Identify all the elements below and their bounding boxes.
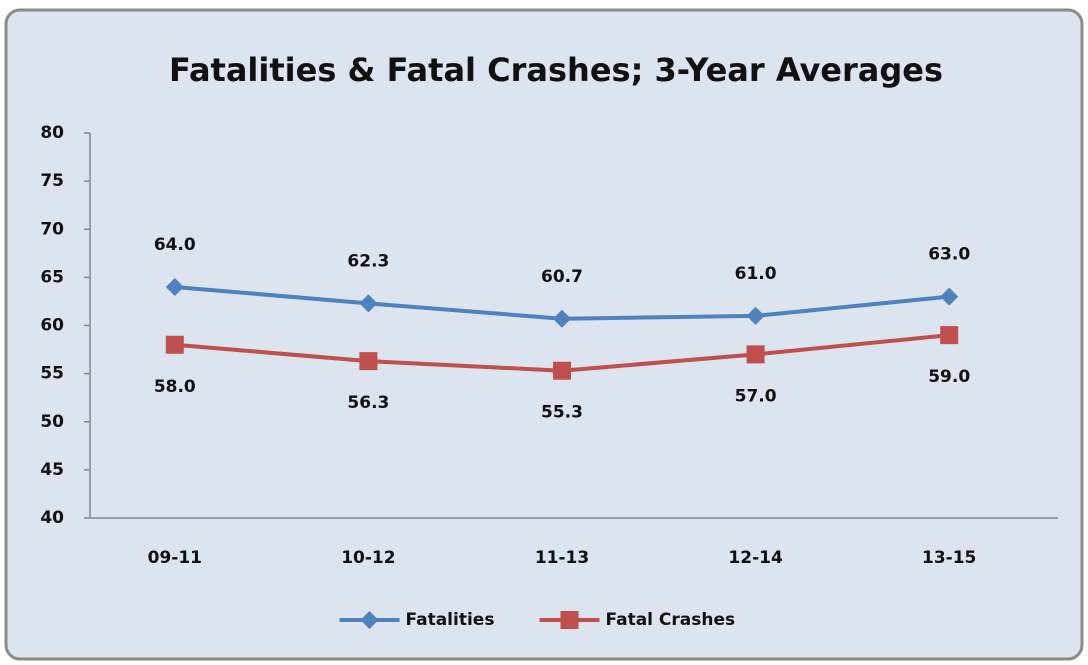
data-point — [359, 352, 378, 371]
y-tick-label: 60 — [40, 316, 64, 336]
y-tick-label: 55 — [40, 364, 64, 384]
x-tick-label: 12-14 — [728, 548, 783, 568]
y-tick-label: 50 — [40, 412, 64, 432]
legend-label: Fatal Crashes — [606, 610, 736, 630]
x-tick-label: 09-11 — [148, 548, 202, 568]
legend-marker — [360, 611, 379, 629]
data-point — [746, 345, 765, 364]
y-tick-label: 75 — [40, 171, 64, 191]
x-tick-label: 13-15 — [922, 548, 976, 568]
data-point — [940, 287, 959, 306]
chart-frame — [4, 8, 1084, 661]
data-label: 64.0 — [154, 235, 196, 255]
legend-marker — [560, 611, 579, 629]
chart-title: Fatalities & Fatal Crashes; 3-Year Avera… — [169, 51, 943, 89]
data-label: 56.3 — [347, 393, 389, 413]
x-tick-label: 11-13 — [535, 548, 589, 568]
data-label: 63.0 — [928, 245, 970, 265]
data-point — [165, 335, 184, 354]
y-tick-label: 70 — [40, 219, 64, 239]
data-label: 55.3 — [541, 403, 583, 423]
data-label: 61.0 — [735, 264, 777, 284]
y-tick-label: 80 — [40, 123, 64, 143]
data-label: 57.0 — [735, 386, 777, 406]
y-tick-label: 65 — [40, 267, 64, 287]
data-point — [553, 361, 571, 380]
data-point — [359, 294, 378, 313]
data-label: 62.3 — [347, 251, 389, 271]
y-tick-label: 45 — [40, 460, 64, 480]
data-point — [165, 278, 184, 296]
data-point — [553, 309, 571, 328]
data-label: 58.0 — [154, 377, 196, 397]
legend-label: Fatalities — [406, 610, 495, 630]
data-point — [746, 306, 765, 325]
data-label: 60.7 — [541, 267, 583, 287]
y-tick-label: 40 — [40, 508, 64, 528]
data-label: 59.0 — [928, 367, 970, 387]
x-tick-label: 10-12 — [341, 548, 395, 568]
data-point — [940, 326, 959, 345]
